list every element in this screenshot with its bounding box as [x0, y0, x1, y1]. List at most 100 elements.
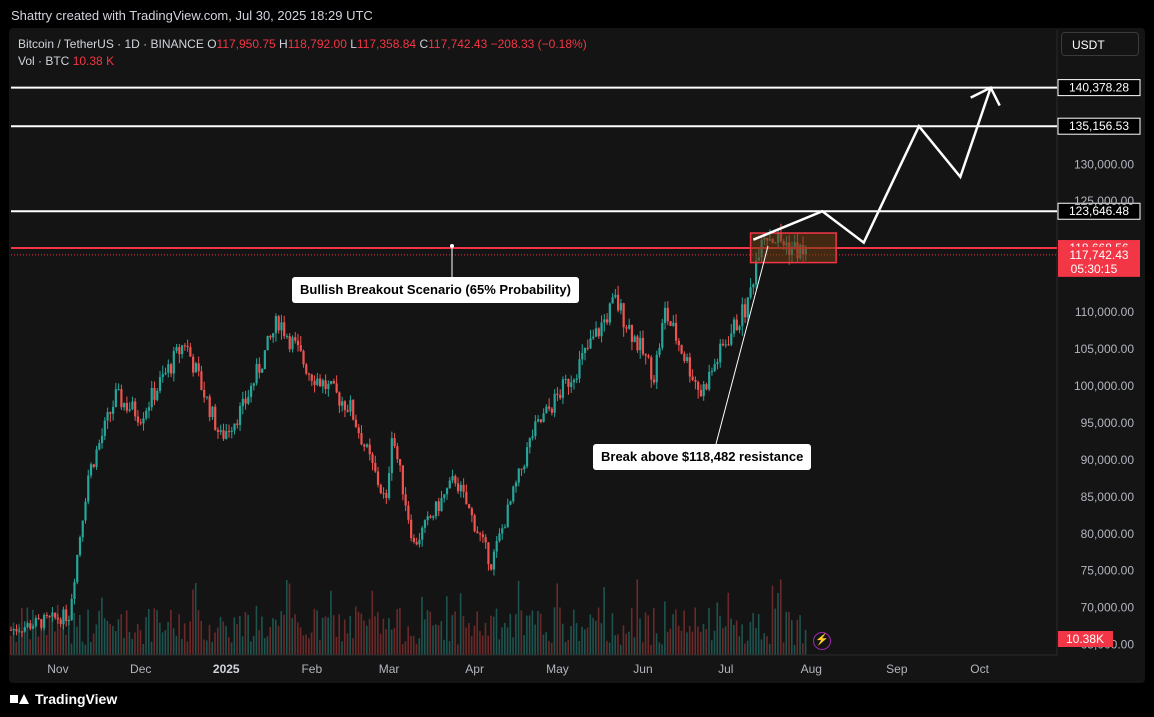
replay-lightning-icon[interactable]: ⚡	[813, 632, 831, 650]
candle-body	[153, 387, 156, 400]
candle-body	[283, 322, 286, 337]
volume-bar	[625, 633, 628, 655]
breakout-callout[interactable]: Break above $118,482 resistance	[593, 444, 812, 470]
candle-body	[169, 364, 173, 374]
candle-body	[156, 390, 159, 400]
time-axis[interactable]: Nov Dec 2025 Feb Mar Apr May Jun Jul Aug Sep Oct	[11, 654, 1057, 676]
candle-body	[525, 447, 529, 467]
volume-bar	[487, 635, 490, 655]
volume-bar	[614, 635, 616, 655]
volume-bar	[208, 624, 211, 655]
volume-bar	[219, 616, 222, 655]
volume-bar	[735, 620, 738, 655]
candle-body	[216, 429, 220, 433]
volume-bar	[390, 629, 393, 655]
candle-body	[528, 438, 531, 448]
tradingview-logo[interactable]: TradingView	[10, 691, 117, 707]
candle-body	[468, 504, 471, 509]
candle-body	[630, 325, 634, 342]
scenario-callout[interactable]: Bullish Breakout Scenario (65% Probabili…	[292, 277, 579, 303]
candle-body	[15, 629, 18, 632]
candle-body	[644, 354, 647, 356]
time-tick-label: 2025	[213, 662, 240, 676]
volume-bar	[341, 641, 343, 655]
candle-body	[418, 539, 421, 545]
candle-body	[89, 464, 93, 476]
volume-bar	[782, 642, 785, 655]
volume-bar	[683, 610, 685, 655]
drawings[interactable]	[450, 85, 1001, 445]
volume-bar	[774, 608, 777, 655]
candle-body	[396, 446, 399, 460]
volume-bar	[539, 613, 542, 655]
volume-bar	[200, 621, 203, 655]
volume-bar	[426, 610, 429, 655]
volume-bar	[515, 614, 517, 655]
candle-body	[23, 627, 26, 632]
currency-button[interactable]: USDT	[1061, 32, 1139, 56]
candle-body	[548, 406, 551, 409]
projection-arrowhead	[970, 85, 1001, 107]
volume-bar	[385, 629, 387, 655]
volume-bar	[241, 636, 244, 655]
volume-bar	[503, 622, 506, 655]
volume-bar	[606, 640, 608, 655]
candle-body	[669, 321, 672, 326]
volume-bar	[661, 644, 663, 655]
volume-bar	[145, 617, 147, 655]
volume-bar	[785, 611, 788, 655]
volume-bar	[150, 641, 153, 655]
candle-body	[178, 347, 181, 355]
candle-body	[296, 340, 300, 346]
candle-body	[677, 340, 680, 346]
volume-bar	[412, 635, 415, 655]
candle-body	[12, 629, 15, 631]
volume-bar	[37, 636, 40, 655]
level-label-box	[1057, 202, 1141, 220]
time-tick-label: Nov	[47, 662, 68, 676]
price-tick-label: 90,000.00	[1081, 453, 1135, 467]
candle-body	[34, 618, 37, 627]
candle-body	[387, 473, 391, 499]
candle-body	[429, 516, 432, 518]
candle-body	[272, 333, 275, 338]
legend-volume-row: Vol · BTC 10.38 K	[18, 53, 587, 70]
volume-bar	[537, 611, 539, 655]
candle-body	[330, 381, 333, 384]
candle-body	[410, 519, 413, 539]
legend-volume-label[interactable]: Vol · BTC	[18, 54, 70, 68]
candle-body	[76, 554, 79, 583]
volume-bar	[779, 579, 782, 655]
volume-bar	[29, 639, 31, 655]
candle-body	[716, 362, 719, 365]
candle-body	[385, 493, 388, 499]
candle-body	[294, 337, 297, 341]
volume-bar	[183, 623, 186, 655]
candle-body	[617, 294, 620, 311]
candle-body	[432, 516, 435, 518]
candle-body	[142, 418, 145, 424]
volume-bar	[327, 617, 329, 655]
legend-symbol[interactable]: Bitcoin / TetherUS · 1D · BINANCE	[18, 37, 204, 51]
volume-bar	[299, 627, 302, 655]
volume-bar	[749, 621, 752, 655]
volume-bar	[628, 631, 630, 655]
candle-body	[476, 531, 479, 534]
candle-body	[752, 284, 755, 288]
candle-body	[495, 541, 498, 552]
volume-bar	[443, 639, 445, 655]
level-lines[interactable]: 140,378.28135,156.53123,646.48118,668.56…	[11, 79, 1141, 277]
volume-bar	[250, 641, 252, 655]
candle-body	[520, 468, 523, 470]
candle-body	[161, 374, 164, 378]
price-axis[interactable]: 130,000.00 125,000.00 110,000.00 105,000.00…	[1058, 157, 1135, 652]
candle-body	[448, 480, 451, 489]
volume-bar	[377, 612, 379, 655]
volume-bar	[548, 640, 550, 655]
chart-frame[interactable]	[9, 28, 1145, 683]
candle-body	[233, 423, 236, 431]
candle-body	[674, 322, 678, 341]
candle-body	[109, 412, 112, 414]
volume-bars	[10, 579, 807, 655]
